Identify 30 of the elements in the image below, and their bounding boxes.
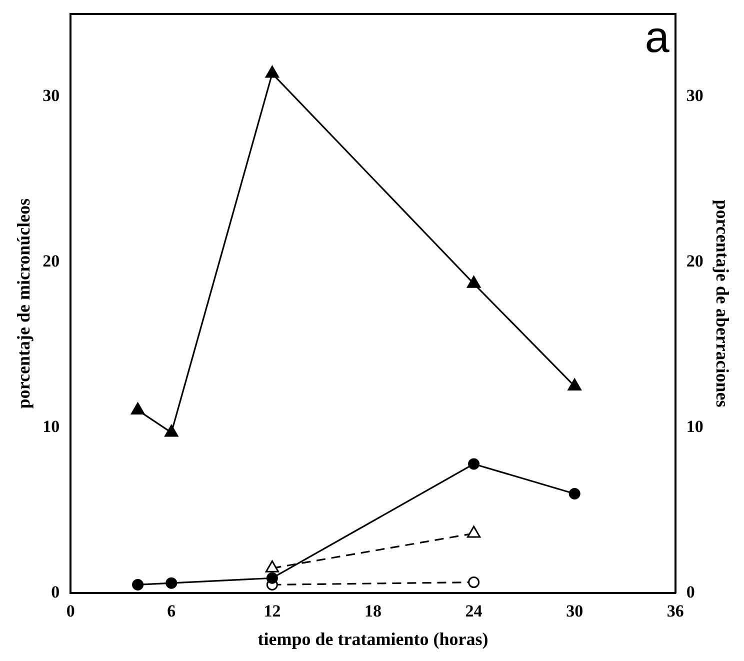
y2-tick-label: 10 bbox=[686, 416, 704, 436]
point bbox=[166, 577, 178, 589]
y-tick-label: 10 bbox=[42, 416, 60, 436]
annotation: a bbox=[644, 13, 670, 62]
x-tick-label: 6 bbox=[167, 602, 176, 621]
y-axis-title: porcentaje de micronúcleos bbox=[13, 198, 34, 409]
x-tick-label: 12 bbox=[264, 602, 281, 621]
point bbox=[266, 572, 278, 584]
point bbox=[265, 66, 280, 78]
point bbox=[132, 578, 144, 590]
x-tick-label: 36 bbox=[666, 602, 684, 621]
y2-tick-label: 0 bbox=[686, 582, 695, 602]
x-tick-label: 0 bbox=[66, 602, 75, 621]
y2-tick-label: 30 bbox=[686, 86, 704, 106]
x-tick-label: 24 bbox=[465, 602, 483, 621]
y-tick-label: 30 bbox=[42, 86, 60, 106]
y2-tick-label: 20 bbox=[686, 252, 704, 271]
point bbox=[466, 276, 481, 288]
x-tick-label: 30 bbox=[566, 602, 584, 621]
x-tick-label: 18 bbox=[364, 602, 382, 621]
point bbox=[164, 424, 178, 437]
y2-axis-title: porcentaje de aberraciones bbox=[712, 200, 733, 408]
y-tick-label: 20 bbox=[42, 252, 60, 271]
point bbox=[568, 378, 582, 390]
point bbox=[468, 576, 480, 588]
y-tick-label: 0 bbox=[51, 582, 60, 602]
point bbox=[568, 488, 580, 500]
point bbox=[130, 402, 145, 414]
point bbox=[468, 458, 480, 470]
x-axis-title: tiempo de tratamiento (horas) bbox=[258, 628, 488, 649]
